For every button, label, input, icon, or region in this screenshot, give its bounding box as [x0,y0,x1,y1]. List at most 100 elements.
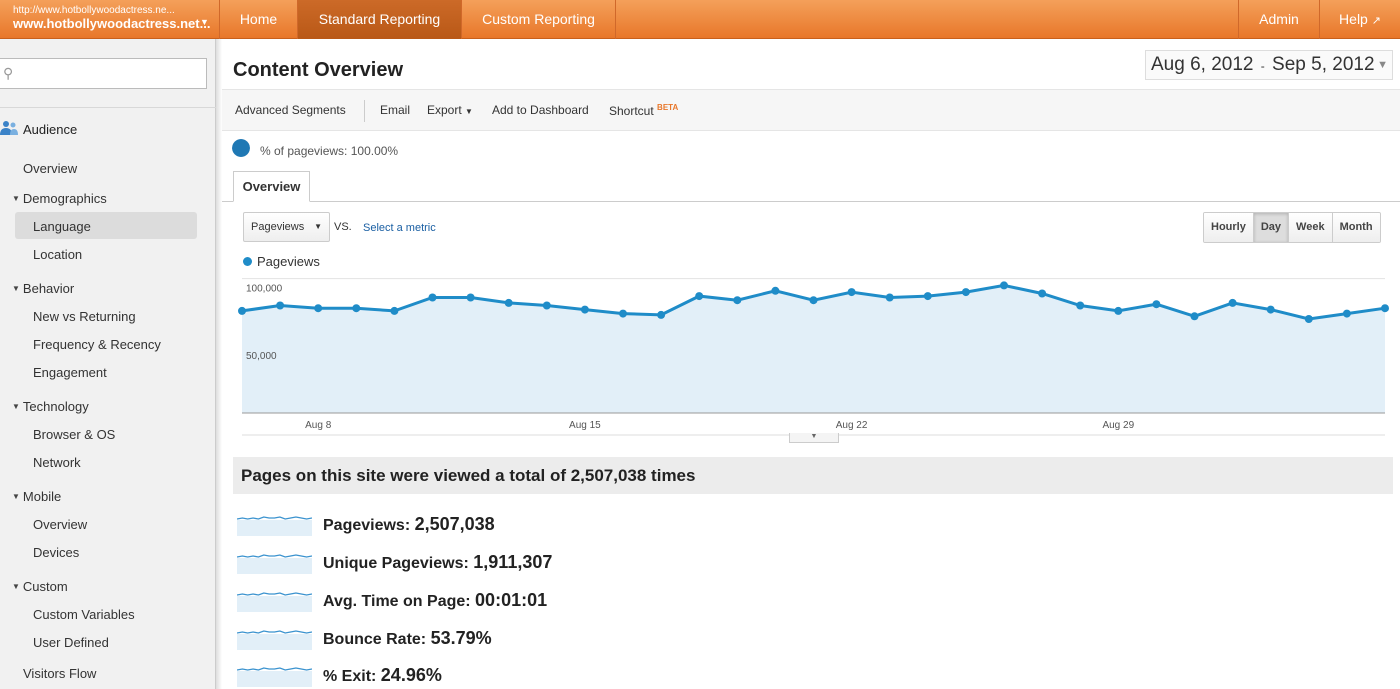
metric-value: 1,911,307 [473,552,553,572]
date-separator: - [1260,59,1265,73]
export-button[interactable]: Export ▼ [427,103,473,117]
data-point [885,293,894,302]
nav-home[interactable]: Home [220,0,298,39]
sparkline [237,592,312,612]
sidebar-item-new-vs-returning[interactable]: New vs Returning [33,309,136,324]
sparkline-line [237,592,312,596]
help-label: Help [1339,11,1368,27]
page-title: Content Overview [233,59,404,81]
sidebar-section-audience[interactable]: Audience [23,122,78,137]
metric-row[interactable]: Avg. Time on Page: 00:01:01 [237,586,737,612]
sparkline [237,667,312,687]
data-point [390,306,399,315]
sparkline-line [237,630,312,634]
data-point [1266,305,1275,314]
data-point [1114,306,1123,315]
metric-value: 2,507,038 [414,514,495,534]
data-point [847,288,856,297]
data-point [276,301,285,310]
data-point [1076,301,1085,310]
sidebar-item-location[interactable]: Location [33,247,83,262]
data-point [1381,304,1389,313]
sidebar-item-label: Custom [22,579,68,594]
sidebar-item-frequency-recency[interactable]: Frequency & Recency [33,337,161,352]
sidebar-item-behavior[interactable]: ▼ Behavior [12,281,74,296]
sidebar-item-technology[interactable]: ▼ Technology [12,399,89,414]
data-point [619,309,627,318]
tab-overview[interactable]: Overview [233,171,310,202]
metric-row[interactable]: Bounce Rate: 53.79% [237,624,737,650]
sidebar-item-engagement[interactable]: Engagement [33,365,107,380]
select-metric-link[interactable]: Select a metric [363,222,436,234]
nav-standard-reporting[interactable]: Standard Reporting [298,0,462,39]
date-end: Sep 5, 2012 [1272,54,1375,75]
month-button[interactable]: Month [1332,213,1380,242]
date-range-picker[interactable]: Aug 6, 2012 - Sep 5, 2012 ▼ [1145,50,1393,80]
search-input[interactable]: ⚲ [0,58,207,89]
sparkline [237,516,312,536]
sidebar-item-demographics[interactable]: ▼ Demographics [12,191,107,206]
sidebar-item-network[interactable]: Network [33,455,81,470]
tab-divider [222,201,1400,202]
shortcut-button[interactable]: Shortcut BETA [609,103,678,118]
metric-label-group: % Exit: 24.96% [323,665,442,686]
chart-area [242,285,1385,413]
audience-icon [0,121,18,135]
metric-row[interactable]: Unique Pageviews: 1,911,307 [237,548,737,574]
hourly-button[interactable]: Hourly [1204,213,1254,242]
email-button[interactable]: Email [380,103,411,117]
sidebar-item-custom-variables[interactable]: Custom Variables [33,607,135,622]
metric-row[interactable]: % Exit: 24.96% [237,661,737,687]
chart-resize-handle[interactable]: ▼ [789,433,839,443]
data-point [809,296,818,305]
metric-value: 53.79% [430,628,492,648]
y-tick-label: 100,000 [246,284,283,295]
sidebar-item-devices[interactable]: Devices [33,545,80,560]
sidebar-item-mobile-overview[interactable]: Overview [33,517,88,532]
metric-label: % Exit: [323,668,377,685]
data-point [733,296,742,305]
data-point [771,286,780,295]
data-point [657,310,666,319]
data-point [1228,298,1237,307]
sidebar-item-custom[interactable]: ▼ Custom [12,579,68,594]
metric-label-group: Unique Pageviews: 1,911,307 [323,552,552,573]
sidebar-item-label: Behavior [22,281,75,296]
data-point [961,288,970,297]
metric-row[interactable]: Pageviews: 2,507,038 [237,510,737,536]
day-button[interactable]: Day [1253,213,1290,242]
add-to-dashboard-button[interactable]: Add to Dashboard [492,103,589,117]
sidebar-item-visitors-flow[interactable]: Visitors Flow [23,666,97,681]
sidebar-item-mobile[interactable]: ▼ Mobile [12,489,61,504]
sparkline-area [237,671,312,687]
date-start: Aug 6, 2012 [1151,54,1254,75]
data-point [580,305,589,314]
y-tick-label: 50,000 [246,351,277,362]
account-selector[interactable]: http://www.hotbollywoodactress.ne... www… [0,0,220,39]
data-point [1000,281,1008,290]
sidebar-item-label: Demographics [22,191,107,206]
data-point [1152,300,1161,309]
metric-select[interactable]: Pageviews ▼ [243,212,330,242]
week-button[interactable]: Week [1289,213,1333,242]
advanced-segments-button[interactable]: Advanced Segments [235,103,346,117]
sidebar-item-browser-os[interactable]: Browser & OS [33,427,116,442]
sidebar-item-label: Technology [22,399,89,414]
data-point [466,293,475,302]
sidebar-item-label: Mobile [22,489,62,504]
triangle-down-icon: ▼ [12,194,20,203]
sidebar-item-overview[interactable]: Overview [23,161,78,176]
nav-admin[interactable]: Admin [1238,0,1320,39]
nav-custom-reporting[interactable]: Custom Reporting [462,0,616,39]
triangle-down-icon: ▼ [12,492,20,501]
data-point [1304,315,1313,323]
data-point [923,292,932,301]
sidebar-item-user-defined[interactable]: User Defined [33,635,109,650]
x-tick-label: Aug 15 [569,420,601,431]
metric-value: 24.96% [380,665,442,685]
nav-help[interactable]: Help ↗ [1320,0,1400,39]
caret-down-icon: ▼ [465,107,473,116]
divider [364,100,365,122]
sidebar-item-language[interactable]: Language [33,219,91,234]
summary-heading: Pages on this site were viewed a total o… [233,457,1393,494]
